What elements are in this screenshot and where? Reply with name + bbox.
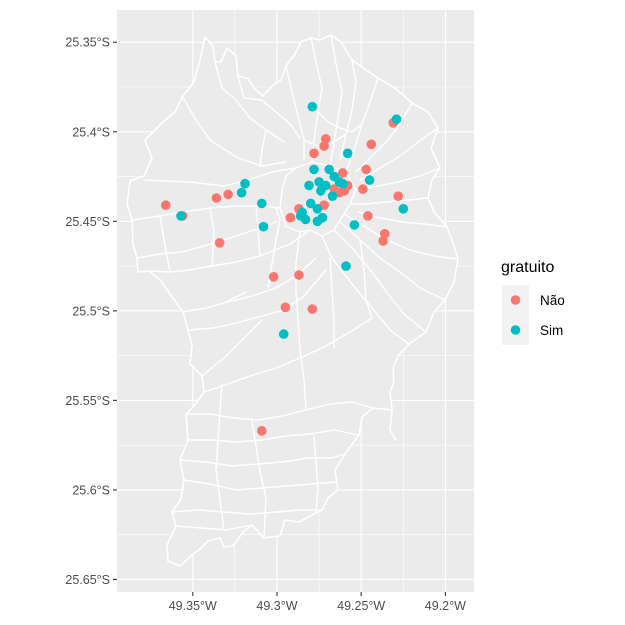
- y-tick-label: 25.45°S: [65, 215, 110, 229]
- y-tick-label: 25.6°S: [72, 483, 110, 497]
- point-sim: [398, 204, 409, 214]
- x-tick-label: 49.2°W: [425, 599, 466, 613]
- point-sim: [327, 191, 338, 201]
- point-sim: [304, 180, 314, 191]
- y-tick-label: 25.65°S: [65, 573, 110, 587]
- point-sim: [312, 216, 323, 227]
- point-nao: [337, 168, 348, 178]
- point-nao: [321, 134, 331, 144]
- point-sim: [240, 178, 250, 189]
- point-nao: [358, 184, 368, 194]
- point-sim: [305, 198, 316, 209]
- point-sim: [258, 221, 269, 232]
- point-sim: [257, 198, 267, 209]
- point-sim: [364, 175, 375, 185]
- point-sim: [176, 211, 186, 221]
- point-sim: [316, 186, 326, 196]
- point-nao: [366, 139, 377, 150]
- point-sim: [236, 187, 247, 198]
- point-nao: [268, 272, 279, 282]
- point-sim: [278, 329, 289, 339]
- legend-label-nao: Não: [540, 293, 565, 308]
- legend: gratuito Não Sim: [501, 259, 565, 345]
- legend-swatch-nao: [510, 295, 521, 305]
- x-tick-label: 49.35°W: [169, 599, 217, 613]
- point-sim: [324, 164, 335, 175]
- x-tick-label: 49.3°W: [256, 599, 297, 613]
- point-sim: [312, 204, 323, 214]
- city-boundary: [126, 34, 459, 567]
- y-tick-label: 25.55°S: [65, 394, 110, 408]
- point-nao: [285, 212, 296, 223]
- point-sim: [341, 261, 351, 271]
- point-nao: [378, 236, 388, 246]
- point-sim: [349, 220, 360, 230]
- data-points: [161, 101, 409, 436]
- point-nao: [214, 238, 225, 248]
- point-nao: [380, 229, 390, 239]
- point-nao: [294, 270, 304, 280]
- point-nao: [307, 304, 318, 314]
- point-sim: [309, 164, 319, 175]
- point-sim: [391, 114, 402, 124]
- legend-title: gratuito: [501, 259, 554, 276]
- point-nao: [363, 211, 373, 221]
- point-nao: [309, 148, 319, 159]
- map-regions: [126, 34, 459, 567]
- point-nao: [161, 200, 171, 210]
- y-tick-label: 25.4°S: [72, 125, 110, 139]
- x-tick-label: 49.25°W: [337, 599, 385, 613]
- point-nao: [319, 141, 329, 151]
- point-nao: [211, 193, 222, 203]
- point-nao: [280, 302, 291, 313]
- point-nao: [393, 191, 404, 201]
- district-borders: [131, 34, 459, 539]
- point-nao: [257, 426, 267, 436]
- point-sim: [329, 171, 340, 182]
- point-sim: [337, 178, 348, 189]
- legend-swatch-sim: [510, 325, 521, 335]
- tick-labels: 49.35°W 49.3°W 49.25°W 49.2°W 25.35°S 25.4°S 2…: [65, 36, 466, 613]
- y-tick-label: 25.35°S: [65, 36, 110, 50]
- y-tick-label: 25.5°S: [72, 304, 110, 318]
- legend-items: Não Sim: [502, 285, 565, 345]
- point-sim: [342, 148, 353, 159]
- point-sim: [307, 101, 318, 112]
- legend-label-sim: Sim: [540, 323, 563, 338]
- axis-ticks: [113, 41, 446, 596]
- point-sim: [300, 214, 311, 225]
- point-nao: [361, 164, 372, 175]
- point-nao: [223, 189, 233, 200]
